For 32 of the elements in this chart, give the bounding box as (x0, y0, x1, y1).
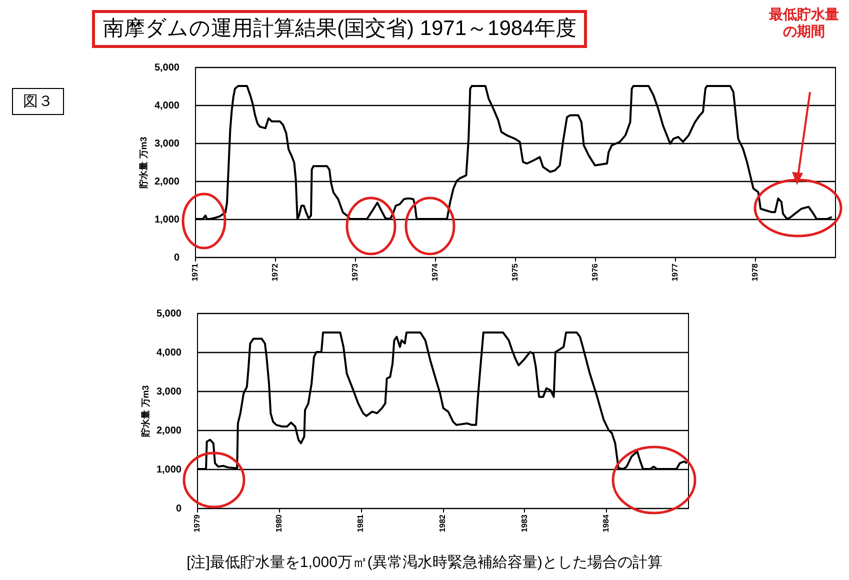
y-tick-label: 3,000 (154, 138, 180, 150)
y-tick-label: 2,000 (156, 426, 182, 436)
y-axis-title: 貯水量 万m3 (138, 136, 148, 190)
x-tick-label: 1983 (520, 514, 529, 532)
x-tick-label: 1984 (602, 514, 611, 532)
x-tick-label: 1972 (270, 262, 280, 282)
text: 最低貯水量の期間 (768, 6, 840, 40)
y-tick-label: 1,000 (154, 214, 180, 226)
y-axis-title: 貯水量 万m3 (140, 385, 150, 438)
caption: 図３ (12, 88, 64, 115)
y-tick-label: 4,000 (156, 348, 182, 358)
y-tick-label: 4,000 (154, 100, 180, 112)
x-tick-label: 1973 (350, 262, 360, 282)
x-tick-label: 1975 (510, 262, 520, 282)
x-tick-label: 1974 (430, 262, 440, 282)
text: [注]最低貯水量を1,000万㎥(異常渇水時緊急補給容量)とした場合の計算 (186, 553, 664, 572)
x-tick-label: 1976 (590, 262, 600, 282)
y-tick-label: 0 (174, 252, 180, 264)
y-tick-label: 1,000 (156, 464, 182, 476)
y-tick-label: 3,000 (156, 386, 182, 398)
x-tick-label: 1981 (356, 514, 366, 532)
y-tick-label: 2,000 (154, 176, 180, 188)
x-tick-label: 1977 (670, 262, 680, 282)
chart-title: 南摩ダムの運用計算結果(国交省) 1971～1984年度 (92, 10, 588, 48)
y-tick-label: 5,000 (156, 308, 182, 320)
x-tick-label: 1971 (190, 262, 200, 282)
y-tick-label: 0 (176, 504, 182, 514)
x-tick-label: 1980 (274, 514, 284, 532)
y-tick-label: 5,000 (154, 62, 180, 74)
x-tick-label: 1979 (192, 514, 202, 532)
x-tick-label: 1982 (438, 514, 447, 532)
x-tick-label: 1978 (750, 262, 760, 282)
